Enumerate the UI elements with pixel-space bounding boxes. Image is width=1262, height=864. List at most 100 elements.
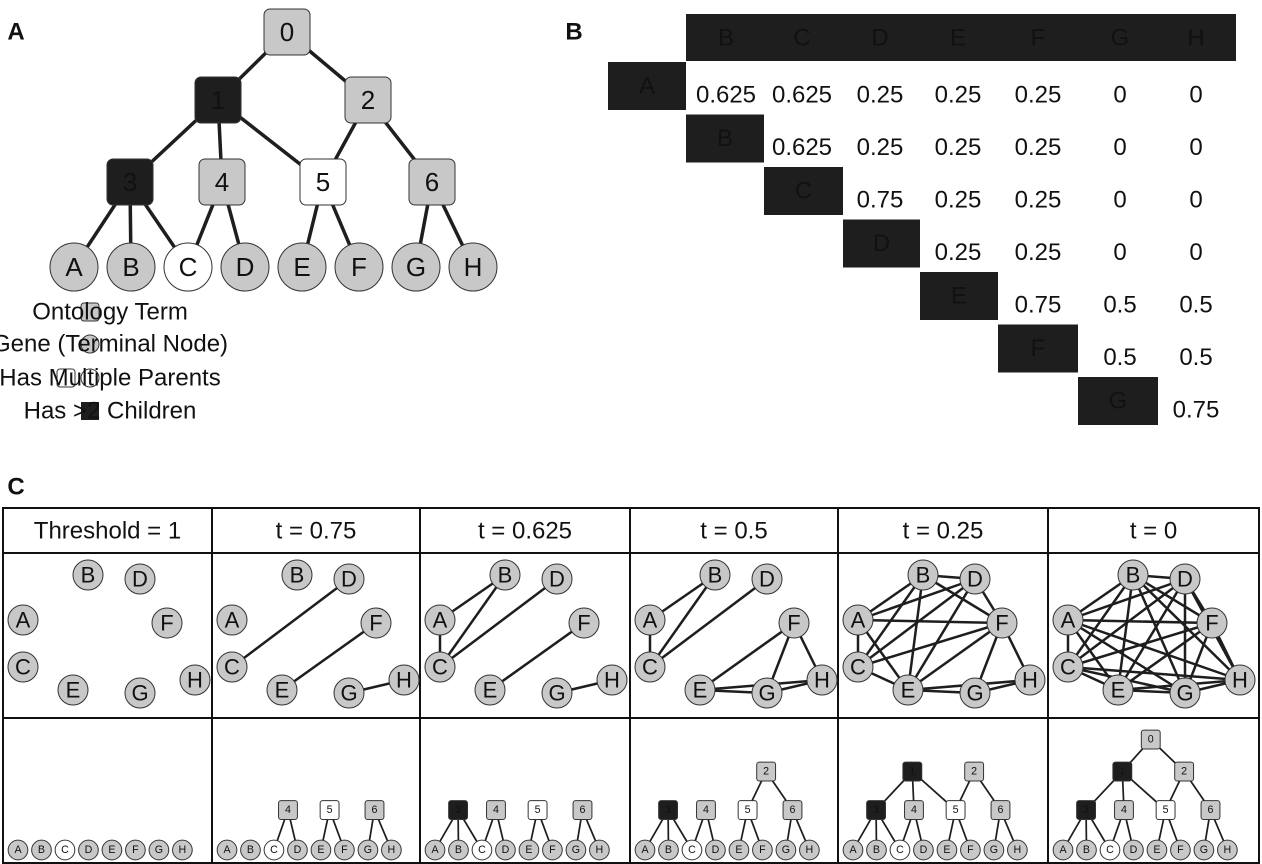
- graph-node: [333, 563, 365, 595]
- graph-node: [216, 651, 248, 683]
- graph-node: [124, 563, 156, 595]
- cell-value: 0.25: [935, 82, 982, 109]
- gene-node: [495, 839, 516, 861]
- term-node: [782, 800, 803, 820]
- term-node: [990, 800, 1011, 820]
- term-node: [737, 800, 758, 820]
- graph-node-label: D: [549, 567, 565, 592]
- term-node: [486, 800, 506, 820]
- term-node: [299, 158, 347, 206]
- gene-label: E: [108, 844, 115, 856]
- gene-node: [565, 839, 587, 861]
- graph-node: [842, 604, 874, 636]
- term-node: [572, 800, 593, 820]
- cell-value: 0.25: [857, 82, 904, 109]
- graph-node: [842, 651, 874, 683]
- graph-edge: [1067, 577, 1186, 622]
- graph-node: [541, 677, 573, 709]
- gene-label: F: [967, 844, 974, 856]
- graph-node-label: F: [369, 611, 382, 636]
- term-label: 4: [493, 804, 499, 816]
- gene-label: C: [1106, 844, 1114, 856]
- column-header: t = 0.5: [700, 518, 767, 545]
- gene-label: H: [464, 252, 483, 282]
- gene-node: [334, 839, 355, 861]
- gene-node: [54, 839, 76, 861]
- gene-label: B: [665, 844, 672, 856]
- column-header: t = 0.75: [276, 518, 357, 545]
- panel-label: C: [7, 474, 24, 501]
- gene-node: [220, 242, 270, 292]
- graph-node: [57, 674, 89, 706]
- gene-label: E: [943, 844, 950, 856]
- graph-edge: [1067, 578, 1186, 668]
- column-label: H: [1187, 25, 1204, 52]
- gene-label: H: [388, 844, 396, 856]
- gene-label: G: [406, 252, 426, 282]
- term-label: 6: [372, 804, 378, 816]
- gene-label: H: [806, 844, 814, 856]
- gene-node: [1170, 839, 1191, 861]
- row-box: [843, 219, 920, 268]
- graph-node-label: C: [224, 655, 240, 680]
- graph-node: [1117, 559, 1149, 591]
- term-label: 2: [1181, 766, 1187, 778]
- graph-node: [751, 677, 783, 709]
- gene-node: [240, 839, 261, 861]
- term-label: 0: [280, 17, 294, 47]
- gene-node: [1007, 839, 1028, 861]
- gene-label: F: [1177, 844, 1184, 856]
- graph-edge: [907, 621, 1003, 692]
- gene-label: B: [122, 252, 139, 282]
- graph-node: [699, 559, 731, 591]
- legend-icon: [80, 302, 100, 322]
- gene-node: [1123, 839, 1144, 861]
- term-label: 3: [665, 804, 671, 816]
- graph-node: [72, 559, 104, 591]
- gene-node: [1099, 839, 1121, 861]
- cell-value: 0.75: [857, 187, 904, 214]
- term-node: [945, 800, 966, 820]
- gene-label: A: [849, 844, 857, 856]
- graph-edge: [1117, 621, 1213, 692]
- graph-edge: [857, 618, 1003, 625]
- cell-value: 0.25: [935, 134, 982, 161]
- gene-node: [448, 242, 498, 292]
- column-header: t = 0.25: [903, 518, 984, 545]
- gene-node: [172, 839, 193, 861]
- graph-node: [489, 559, 521, 591]
- term-label: 4: [215, 167, 229, 197]
- graph-node-label: E: [483, 678, 498, 703]
- gene-label: E: [317, 844, 324, 856]
- gene-label: F: [759, 844, 766, 856]
- gene-label: G: [572, 844, 580, 856]
- term-node: [194, 76, 242, 124]
- graph-node-label: E: [901, 678, 916, 703]
- graph-node-label: E: [693, 678, 708, 703]
- term-node: [904, 800, 924, 820]
- graph-edge: [489, 621, 585, 692]
- row-box: [764, 167, 843, 215]
- gene-node: [381, 839, 402, 861]
- graph-node: [1014, 664, 1046, 696]
- graph-node-label: F: [1205, 611, 1218, 636]
- term-label: 5: [745, 804, 751, 816]
- gene-node: [752, 839, 773, 861]
- cell-value: 0: [1189, 134, 1202, 161]
- graph-node-label: E: [275, 678, 290, 703]
- column-header: Threshold = 1: [34, 518, 181, 545]
- gene-label: A: [1059, 844, 1067, 856]
- term-label: 4: [1121, 804, 1127, 816]
- cell-value: 0: [1113, 187, 1126, 214]
- term-node: [198, 158, 246, 206]
- graph-node-label: E: [1111, 678, 1126, 703]
- cell-value: 0.5: [1103, 344, 1136, 371]
- legend-label: Has Multiple Parents: [0, 365, 221, 392]
- graph-node-label: B: [498, 563, 513, 588]
- graph-node: [124, 677, 156, 709]
- term-node: [1140, 729, 1161, 750]
- legend-icon: [56, 368, 76, 388]
- gene-node: [799, 839, 820, 861]
- graph-edge: [1132, 574, 1241, 681]
